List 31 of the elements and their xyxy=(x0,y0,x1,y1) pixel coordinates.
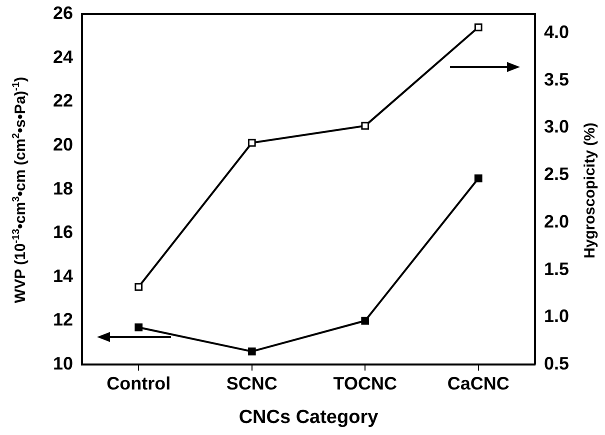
point xyxy=(248,348,256,356)
y2-tick-label: 3.5 xyxy=(544,69,570,90)
y2-tick-label: 3.0 xyxy=(544,116,570,137)
point xyxy=(361,122,370,130)
y-tick-label: 14 xyxy=(52,266,73,286)
y2-axis-title: Hygroscopicity (%) xyxy=(581,122,598,258)
point xyxy=(134,323,143,332)
x-tick-label: Control xyxy=(106,373,171,394)
x-axis-title: CNCs Category xyxy=(238,406,379,428)
y-tick-label: 24 xyxy=(52,46,73,67)
y-tick-label: 12 xyxy=(52,310,73,330)
y-tick-label: 10 xyxy=(52,354,73,374)
x-tick-label: SCNC xyxy=(226,373,278,394)
y2-tick-label: 4.0 xyxy=(544,22,570,42)
point xyxy=(248,138,256,147)
y2-tick-label: 1.5 xyxy=(544,258,570,279)
x-tick-label: TOCNC xyxy=(333,373,397,394)
y2-tick-label: 1.0 xyxy=(544,306,570,326)
point xyxy=(134,282,143,291)
y2-tick-label: 0.5 xyxy=(544,354,570,374)
y-tick-label: 20 xyxy=(52,134,73,154)
y-tick-label: 18 xyxy=(52,178,73,198)
y-tick-label: 22 xyxy=(52,90,73,111)
y-tick-label: 16 xyxy=(52,222,73,242)
point xyxy=(361,316,370,325)
point xyxy=(474,23,482,32)
y-tick-label: 26 xyxy=(52,2,73,23)
x-tick-label: CaCNC xyxy=(447,373,510,394)
y2-tick-label: 2.0 xyxy=(544,211,570,232)
point xyxy=(474,174,482,182)
y2-tick-label: 2.5 xyxy=(544,164,570,184)
